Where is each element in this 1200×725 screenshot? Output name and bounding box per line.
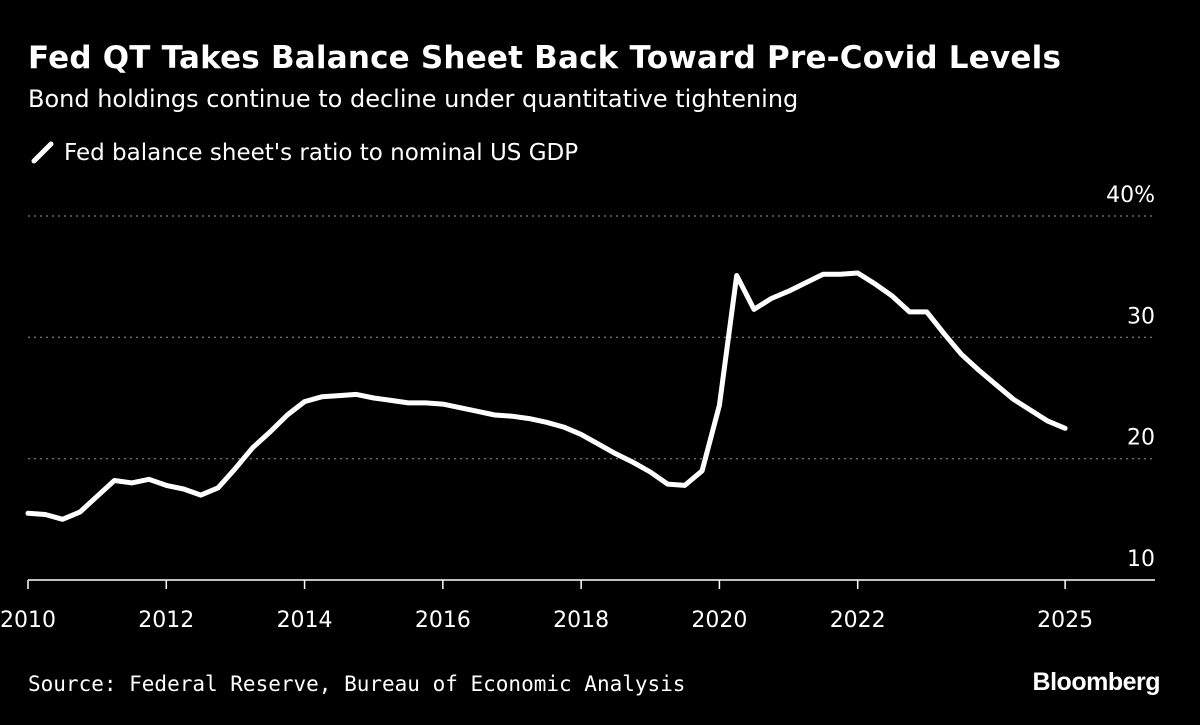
series-line-fed-balance-sheet-ratio [25, 270, 1068, 522]
x-tick-label: 2012 [138, 608, 194, 633]
y-tick-label: 30 [1127, 304, 1155, 329]
gridlines [28, 215, 1155, 460]
y-axis-labels: 10 20 30 40% [1106, 183, 1155, 572]
legend-label: Fed balance sheet's ratio to nominal US … [64, 140, 579, 166]
x-tick-label: 2020 [691, 608, 747, 633]
y-tick-label: 40% [1106, 183, 1155, 208]
x-tick-label: 2016 [415, 608, 471, 633]
bloomberg-logo: Bloomberg [1032, 668, 1161, 696]
x-tick-label: 2010 [0, 608, 56, 633]
series-layer [25, 270, 1068, 522]
y-tick-label: 10 [1127, 547, 1155, 572]
y-tick-label: 20 [1127, 426, 1155, 451]
legend: Fed balance sheet's ratio to nominal US … [30, 138, 578, 168]
x-tick-label: 2022 [830, 608, 886, 633]
x-axis-labels: 2010 2012 2014 2016 2018 2020 2022 2025 [0, 608, 1093, 633]
chart-subtitle: Bond holdings continue to decline under … [28, 85, 799, 113]
x-axis [27, 579, 1155, 589]
source-note: Source: Federal Reserve, Bureau of Econo… [28, 672, 686, 696]
x-tick-label: 2025 [1037, 608, 1093, 633]
x-tick-label: 2014 [277, 608, 333, 633]
chart-title: Fed QT Takes Balance Sheet Back Toward P… [28, 40, 1062, 76]
legend-line-icon [31, 141, 54, 164]
x-tick-label: 2018 [553, 608, 609, 633]
